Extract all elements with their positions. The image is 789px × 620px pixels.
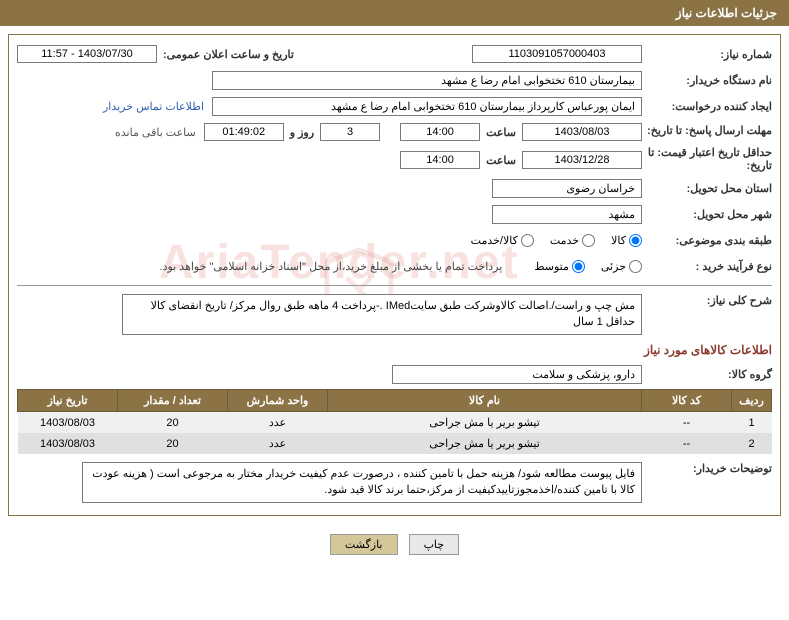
page-title: جزئیات اطلاعات نیاز — [676, 6, 777, 20]
buyer-notes-label: توضیحات خریدار: — [642, 462, 772, 475]
announce-datetime-value: 1403/07/30 - 11:57 — [17, 45, 157, 63]
col-qty: تعداد / مقدار — [118, 390, 228, 412]
need-number-label: شماره نیاز: — [642, 48, 772, 61]
deadline-time-value: 14:00 — [400, 123, 480, 141]
cat-goods-option[interactable]: کالا — [611, 234, 642, 247]
back-button[interactable]: بازگشت — [330, 534, 398, 555]
cat-service-option[interactable]: خدمت — [550, 234, 595, 247]
category-radio-group: کالا خدمت کالا/خدمت — [459, 234, 642, 247]
desc-label: شرح کلی نیاز: — [642, 294, 772, 307]
payment-note: پرداخت تمام یا بخشی از مبلغ خرید،از محل … — [160, 260, 503, 273]
goods-section-title: اطلاعات کالاهای مورد نیاز — [17, 343, 772, 357]
purchase-type-radio-group: جزئی متوسط — [522, 260, 642, 273]
footer-buttons: چاپ بازگشت — [0, 524, 789, 559]
print-button[interactable]: چاپ — [409, 534, 460, 555]
main-panel: AriaTender.net شماره نیاز: 1103091057000… — [8, 34, 781, 516]
group-label: گروه کالا: — [642, 368, 772, 381]
col-code: کد کالا — [642, 390, 732, 412]
table-row: 2 -- تیشو بریر یا مش جراحی عدد 20 1403/0… — [18, 433, 772, 454]
delivery-province-label: استان محل تحویل: — [642, 182, 772, 195]
cat-both-option[interactable]: کالا/خدمت — [471, 234, 534, 247]
goods-table: ردیف کد کالا نام کالا واحد شمارش تعداد /… — [17, 389, 772, 454]
validity-label: حداقل تاریخ اعتبار قیمت: تا تاریخ: — [642, 147, 772, 173]
col-row: ردیف — [732, 390, 772, 412]
group-value: دارو، پزشکی و سلامت — [392, 365, 642, 384]
buyer-org-value: بیمارستان 610 تختخوابی امام رضا ع مشهد — [212, 71, 642, 90]
pt-medium-option[interactable]: متوسط — [534, 260, 585, 273]
cat-goods-radio[interactable] — [629, 234, 642, 247]
col-unit: واحد شمارش — [228, 390, 328, 412]
col-date: تاریخ نیاز — [18, 390, 118, 412]
remaining-time-value: 01:49:02 — [204, 123, 284, 141]
purchase-type-label: نوع فرآیند خرید : — [642, 260, 772, 273]
validity-time-value: 14:00 — [400, 151, 480, 169]
page-header: جزئیات اطلاعات نیاز — [0, 0, 789, 26]
days-value: 3 — [320, 123, 380, 141]
desc-text: مش چپ و راست/.اصالت کالاوشرکت طبق سایتIM… — [122, 294, 642, 335]
cat-both-radio[interactable] — [521, 234, 534, 247]
time-label-1: ساعت — [480, 126, 522, 139]
requester-value: ایمان پورعباس کارپرداز بیمارستان 610 تخت… — [212, 97, 642, 116]
table-header-row: ردیف کد کالا نام کالا واحد شمارش تعداد /… — [18, 390, 772, 412]
validity-date-value: 1403/12/28 — [522, 151, 642, 169]
delivery-city-label: شهر محل تحویل: — [642, 208, 772, 221]
divider-1 — [17, 285, 772, 286]
cat-service-radio[interactable] — [582, 234, 595, 247]
time-label-2: ساعت — [480, 154, 522, 167]
announce-datetime-label: تاریخ و ساعت اعلان عمومی: — [157, 48, 300, 61]
buyer-contact-link[interactable]: اطلاعات تماس خریدار — [103, 100, 204, 113]
days-and-label: روز و — [284, 126, 320, 139]
buyer-org-label: نام دستگاه خریدار: — [642, 74, 772, 87]
pt-medium-radio[interactable] — [572, 260, 585, 273]
col-name: نام کالا — [328, 390, 642, 412]
buyer-notes-text: فایل پیوست مطالعه شود/ هزینه حمل با تامی… — [82, 462, 642, 503]
requester-label: ایجاد کننده درخواست: — [642, 100, 772, 113]
delivery-province-value: خراسان رضوی — [492, 179, 642, 198]
deadline-label: مهلت ارسال پاسخ: تا تاریخ: — [642, 125, 772, 138]
table-row: 1 -- تیشو بریر یا مش جراحی عدد 20 1403/0… — [18, 412, 772, 434]
delivery-city-value: مشهد — [492, 205, 642, 224]
pt-minor-radio[interactable] — [629, 260, 642, 273]
need-number-value: 1103091057000403 — [472, 45, 642, 63]
remaining-label: ساعت باقی مانده — [115, 126, 196, 139]
deadline-date-value: 1403/08/03 — [522, 123, 642, 141]
pt-minor-option[interactable]: جزئی — [601, 260, 642, 273]
category-label: طبقه بندی موضوعی: — [642, 234, 772, 247]
